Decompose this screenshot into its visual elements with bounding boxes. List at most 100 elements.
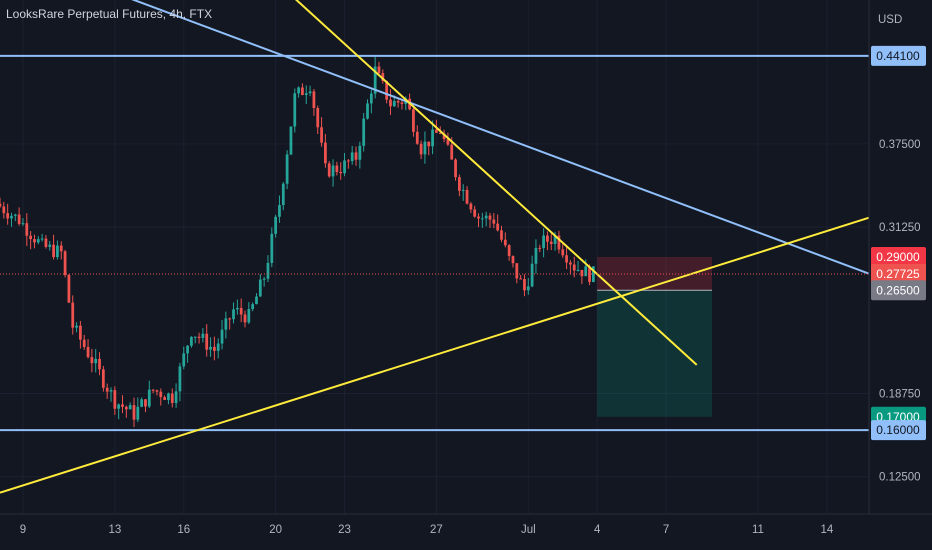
candle-body [576,269,580,271]
candle [335,161,339,176]
candle [190,336,193,348]
candle-body [580,269,584,277]
candle [209,337,212,357]
candle [79,320,82,349]
candle-body [0,203,2,207]
candle-body [285,154,289,184]
candle-body [59,245,63,252]
candle-body [101,369,105,388]
candle-body [258,279,262,297]
candle [270,227,274,268]
candle-body [530,263,534,287]
candle-body [289,126,293,155]
candle-body [526,286,530,291]
candle [235,299,239,315]
candle-body [209,346,212,350]
candle [461,184,465,201]
candle-body [373,66,377,94]
time-tick-label: 7 [663,524,669,536]
candle-body [75,325,78,328]
candle-body [446,139,450,145]
candle-body [128,405,132,410]
candle-body [454,159,457,178]
resistance-trendline[interactable] [253,0,698,366]
candle [140,397,144,408]
candle [500,225,503,243]
candle [396,99,400,108]
candle [48,240,52,251]
candle-body [247,309,251,323]
candle [304,85,308,105]
candle-body [151,389,155,391]
candle [232,302,235,324]
candle-body [132,405,136,420]
candle [121,395,124,414]
candle-body [392,101,396,107]
candle [427,141,431,156]
candle [488,212,492,228]
candle [6,203,10,225]
entry-badge-text: 0.26500 [876,283,920,297]
candle-body [343,160,346,174]
candle [59,241,63,260]
candle-body [477,216,480,219]
candle [362,113,366,152]
price-tick-label: 0.12500 [879,472,921,484]
candle-body [117,404,121,409]
candle-body [174,391,178,404]
candle-body [293,93,297,127]
candle-body [458,177,461,191]
candle-body [569,262,572,265]
support-trendline[interactable] [0,216,870,494]
candle [136,397,140,423]
candle [109,387,113,402]
candle-body [56,245,59,258]
stop-badge: 0.29000 [871,247,926,267]
candle [17,207,21,226]
candle [354,146,358,166]
candle [144,399,147,413]
candle-body [377,66,381,74]
candle-body [297,87,300,94]
candle [480,212,484,228]
candle-body [523,279,526,291]
candle-body [473,209,477,217]
candle [312,88,316,116]
candle-body [461,189,465,191]
candle [308,85,312,97]
candle [289,126,293,156]
candle [381,69,385,84]
downtrend-line[interactable] [0,0,870,275]
candle [174,383,178,408]
candle [82,334,86,350]
candle-body [13,214,17,216]
candle-body [515,263,519,279]
entry-badge-bg [871,280,926,301]
candle-body [167,393,170,400]
candle [297,86,300,98]
candle-body [197,336,201,338]
candle [538,244,542,253]
candle-body [40,238,44,240]
candle-body [553,235,557,244]
candle-body [281,183,285,206]
candle-body [213,346,216,351]
candle [243,310,247,328]
candle [147,380,151,408]
candle-body [331,165,335,177]
candle [591,266,595,283]
candle [526,277,530,295]
candle [105,383,109,399]
candle-body [320,127,323,143]
candle [320,117,323,147]
candle-body [105,387,109,392]
candle [124,405,128,418]
time-tick-label: 14 [820,524,833,536]
take-profit-zone[interactable] [597,290,713,417]
candle [530,255,534,288]
candle [197,332,201,344]
candle [151,389,155,394]
level-top-badge: 0.44100 [871,45,926,66]
candle-body [90,357,94,364]
